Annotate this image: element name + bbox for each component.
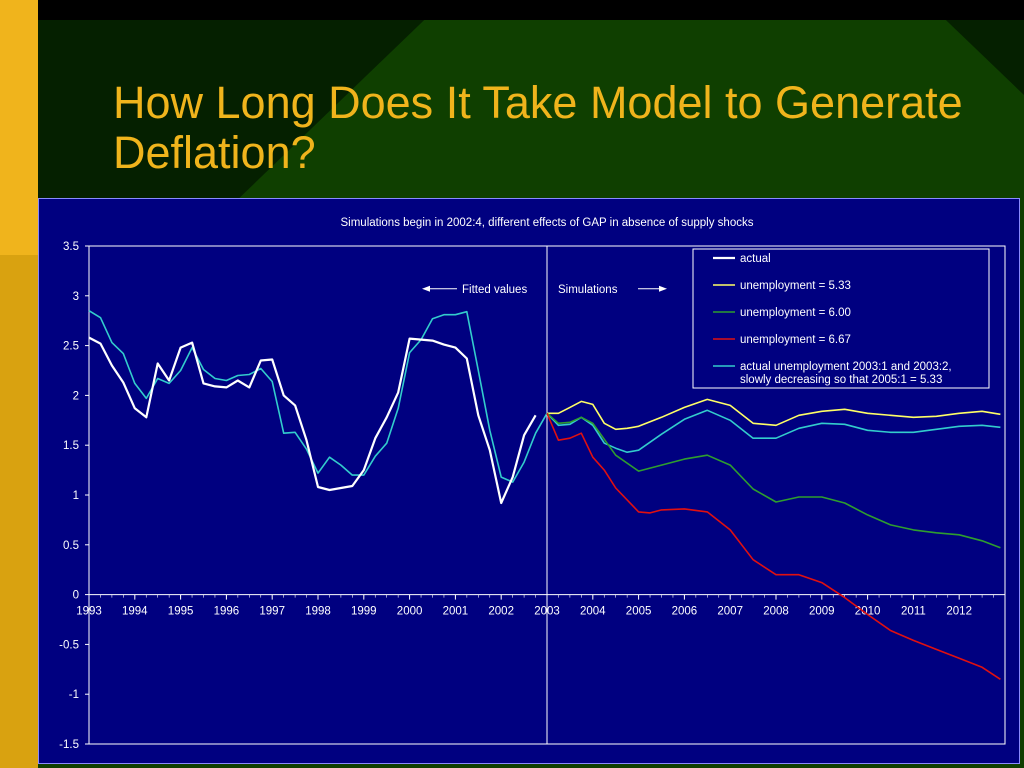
y-tick-label: 1 xyxy=(73,490,79,502)
simulations-arrow-head xyxy=(659,285,667,292)
x-tick-label: 2009 xyxy=(809,606,835,618)
x-tick-label: 2002 xyxy=(488,606,514,618)
y-tick-label: 3.5 xyxy=(63,241,79,253)
series-line-3 xyxy=(546,412,1001,549)
y-tick-label: 2 xyxy=(73,390,79,402)
legend-label-5: slowly decreasing so that 2005:1 = 5.33 xyxy=(740,374,942,386)
y-tick-label: 0.5 xyxy=(63,540,79,552)
x-tick-label: 2004 xyxy=(580,606,606,618)
x-tick-label: 2000 xyxy=(397,606,423,618)
chart-panel: Simulations begin in 2002:4, different e… xyxy=(38,198,1020,764)
y-tick-label: -1 xyxy=(69,689,79,701)
fitted-arrow-head xyxy=(422,285,430,292)
series-line-5 xyxy=(88,310,1001,483)
series-line-4 xyxy=(546,412,1001,680)
series-line-1 xyxy=(88,336,537,505)
line-chart: Simulations begin in 2002:4, different e… xyxy=(59,217,1006,751)
y-tick-label: 1.5 xyxy=(63,440,79,452)
x-tick-label: 1997 xyxy=(259,606,285,618)
legend-label-2: unemployment = 5.33 xyxy=(740,280,851,292)
annotation-simulations: Simulations xyxy=(558,284,618,296)
y-tick-label: 3 xyxy=(73,291,79,303)
series-line-2 xyxy=(547,398,1001,431)
y-tick-label: 0 xyxy=(73,590,79,602)
x-tick-label: 2008 xyxy=(763,606,789,618)
y-tick-label: 2.5 xyxy=(63,341,79,353)
y-tick-label: -0.5 xyxy=(59,639,79,651)
x-tick-label: 1995 xyxy=(168,606,194,618)
chart-title: Simulations begin in 2002:4, different e… xyxy=(341,217,754,229)
legend-box xyxy=(692,248,990,389)
annotation-fitted-values: Fitted values xyxy=(462,284,527,296)
legend-label-4: unemployment = 6.67 xyxy=(740,334,851,346)
legend-label-5: actual unemployment 2003:1 and 2003:2, xyxy=(740,361,952,373)
x-tick-label: 1993 xyxy=(76,606,102,618)
x-tick-label: 1996 xyxy=(214,606,240,618)
x-tick-label: 2005 xyxy=(626,606,652,618)
slide-title: How Long Does It Take Model to Generate … xyxy=(113,77,963,178)
x-tick-label: 2010 xyxy=(855,606,881,618)
x-tick-label: 2012 xyxy=(946,606,972,618)
x-tick-label: 2006 xyxy=(672,606,698,618)
legend-label-1: actual xyxy=(740,253,771,265)
x-tick-label: 1994 xyxy=(122,606,148,618)
x-tick-label: 2001 xyxy=(443,606,469,618)
x-tick-label: 1999 xyxy=(351,606,377,618)
x-tick-label: 2011 xyxy=(901,606,926,618)
x-tick-label: 1998 xyxy=(305,606,331,618)
legend-label-3: unemployment = 6.00 xyxy=(740,307,851,319)
y-tick-label: -1.5 xyxy=(59,739,79,751)
x-tick-label: 2007 xyxy=(717,606,743,618)
